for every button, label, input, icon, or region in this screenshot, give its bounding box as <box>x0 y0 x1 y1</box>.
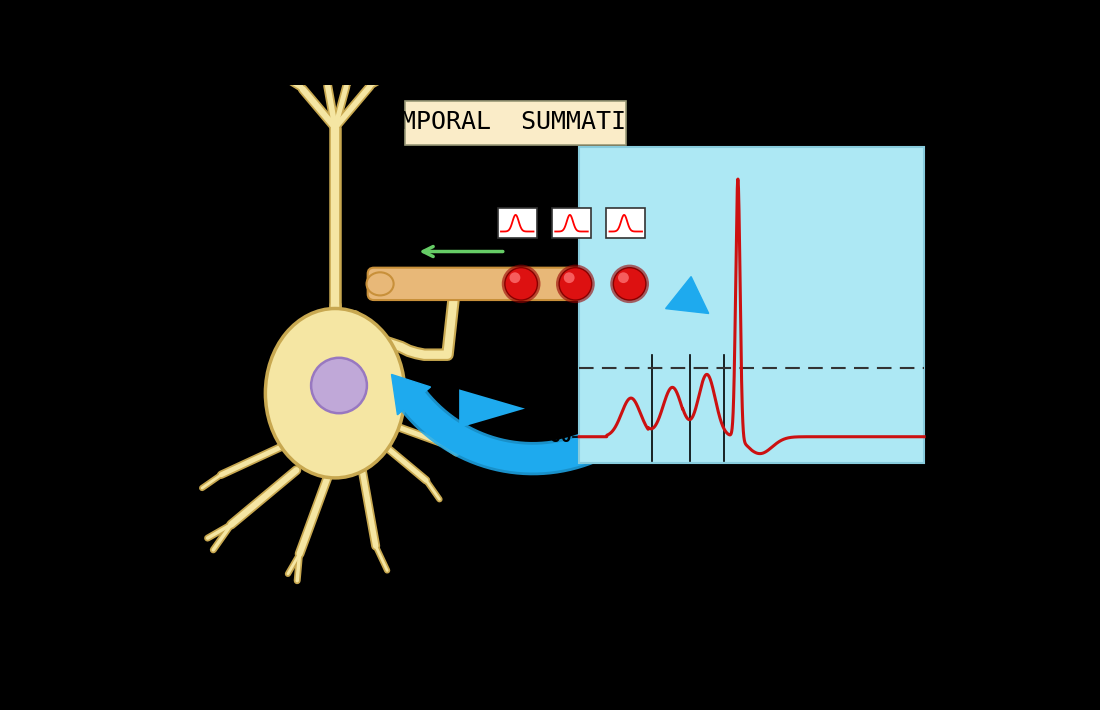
Circle shape <box>614 268 646 300</box>
Text: -60: -60 <box>539 427 572 446</box>
Circle shape <box>559 268 592 300</box>
Circle shape <box>618 273 629 283</box>
Text: THRESH: THRESH <box>930 359 994 377</box>
Circle shape <box>563 273 574 283</box>
Polygon shape <box>666 277 708 314</box>
Ellipse shape <box>265 309 405 478</box>
Circle shape <box>556 265 595 303</box>
FancyBboxPatch shape <box>367 268 786 300</box>
FancyBboxPatch shape <box>405 101 626 146</box>
Polygon shape <box>392 374 430 415</box>
FancyBboxPatch shape <box>552 209 591 238</box>
Text: TEMPORAL  SUMMATION: TEMPORAL SUMMATION <box>371 110 656 134</box>
Circle shape <box>509 273 520 283</box>
Ellipse shape <box>311 358 367 413</box>
Circle shape <box>505 268 538 300</box>
Ellipse shape <box>366 273 394 295</box>
FancyBboxPatch shape <box>606 209 645 238</box>
Polygon shape <box>459 389 525 428</box>
Circle shape <box>502 265 540 303</box>
Circle shape <box>610 265 649 303</box>
FancyBboxPatch shape <box>580 147 924 462</box>
FancyBboxPatch shape <box>498 209 537 238</box>
